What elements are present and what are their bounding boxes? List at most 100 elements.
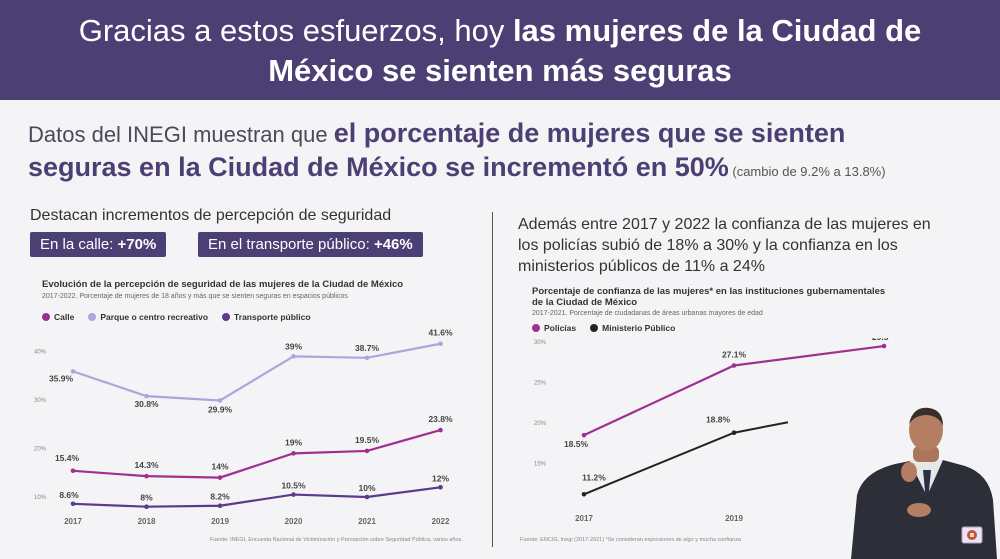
data-label: 38.7% [355, 343, 380, 353]
legend-marker [222, 313, 231, 321]
x-tick-label: 2017 [575, 514, 593, 523]
lead-part2-bold: seguras en la Ciudad de México se increm… [28, 152, 729, 182]
right-chart-source: Fuente: ENCIG, Inegi (2017-2021) *Se con… [520, 537, 742, 543]
lead-row-2: seguras en la Ciudad de México se increm… [28, 152, 886, 183]
data-point [364, 494, 370, 500]
data-point [144, 504, 149, 509]
series-line [72, 342, 441, 402]
y-tick-label: 10% [34, 495, 47, 501]
pill-transporte-label: En el transporte público: [208, 236, 374, 253]
data-point [581, 491, 587, 497]
data-label: 23.8% [428, 414, 453, 424]
data-label: 14.3% [134, 460, 159, 470]
y-tick-label: 20% [534, 421, 547, 427]
right-chart-title-line2: de la Ciudad de México [532, 297, 638, 308]
data-label: 18.5% [564, 439, 589, 449]
x-tick-label: 2021 [358, 517, 376, 526]
data-point [144, 393, 149, 399]
data-label: 19% [285, 437, 302, 447]
x-tick-label: 2019 [211, 517, 229, 526]
data-label: 10.5% [281, 481, 306, 491]
data-label: 30.8% [134, 399, 159, 409]
left-chart-legend: Calle Parque o centro recreativo Transport… [42, 312, 311, 322]
legend-marker [532, 324, 540, 332]
data-point [217, 398, 223, 403]
legend-item-1: Ministerio Público [590, 323, 675, 333]
left-line-chart: 10% 20% 30% 40% 2017 2018 2019 2020 2021 2022 15.4… [34, 328, 453, 526]
legend-label: Transporte público [234, 312, 311, 322]
data-point [217, 503, 223, 509]
data-label: 29.5% [872, 338, 890, 342]
right-chart-title-line1: Porcentaje de confianza de las mujeres* … [532, 286, 886, 297]
header-line1-light: Gracias a estos esfuerzos, hoy [78, 13, 513, 48]
section-divider [492, 212, 493, 547]
pill-transporte: En el transporte público: +46% [198, 232, 423, 257]
data-point [291, 354, 296, 359]
x-tick-label: 2018 [138, 517, 156, 526]
y-tick-label: 20% [34, 447, 47, 453]
data-point [731, 363, 737, 368]
y-tick-label: 30% [534, 340, 547, 346]
x-tick-label: 2020 [285, 517, 303, 526]
pill-calle-value: +70% [117, 236, 157, 253]
left-chart-subtitle: 2017-2022. Porcentaje de mujeres de 18 a… [42, 293, 348, 300]
legend-item-0: Calle [42, 312, 74, 322]
pill-calle: En la calle: +70% [30, 232, 167, 257]
data-point [581, 432, 587, 438]
data-point [70, 369, 76, 374]
data-point [144, 473, 149, 479]
legend-label: Policías [544, 323, 577, 333]
data-label: 14% [211, 462, 228, 472]
left-chart-title: Evolución de la percepción de seguridad … [42, 279, 404, 290]
legend-marker [590, 324, 599, 332]
data-label: 12% [432, 473, 449, 483]
right-statement: Además entre 2017 y 2022 la confianza de… [518, 216, 931, 275]
data-point [364, 448, 370, 454]
data-label: 8% [140, 493, 153, 503]
data-label: 11.2% [582, 472, 606, 482]
data-label: 29.9% [208, 404, 233, 414]
data-point [217, 475, 223, 480]
header-banner: Gracias a estos esfuerzos, hoy las mujer… [0, 0, 1000, 100]
series-line [583, 421, 789, 496]
right-chart-subtitle: 2017-2021. Porcentaje de ciudadanas de á… [532, 310, 763, 317]
lead-part1-bold: el porcentaje de mujeres que se sienten [333, 118, 846, 148]
data-label: 10% [358, 483, 375, 493]
legend-marker [88, 313, 97, 321]
data-label: 8.2% [210, 492, 230, 502]
pill-transporte-value: +46% [373, 236, 413, 253]
data-label: 27.1% [722, 349, 747, 359]
x-tick-label: 2019 [725, 514, 743, 523]
x-tick-label: 2017 [64, 517, 82, 526]
legend-label: Calle [54, 312, 75, 322]
data-label: 35.9% [49, 373, 74, 383]
legend-item-2: Transporte público [222, 312, 311, 322]
y-tick-label: 30% [34, 398, 47, 404]
legend-label: Parque o centro recreativo [100, 312, 209, 322]
data-point [881, 343, 887, 349]
x-tick-label: 2022 [432, 517, 450, 526]
data-point [438, 341, 443, 347]
lead-row-1: Datos del INEGI muestran que el porcenta… [28, 118, 845, 149]
y-tick-label: 15% [534, 462, 547, 468]
header-line-1: Gracias a estos esfuerzos, hoy las mujer… [0, 13, 1000, 49]
y-tick-label: 40% [34, 350, 47, 356]
header-line2-bold: México se sienten más seguras [268, 53, 732, 88]
pill-calle-label: En la calle: [40, 236, 118, 253]
left-heading: Destacan incrementos de percepción de se… [30, 207, 392, 224]
data-label: 39% [285, 341, 302, 351]
legend-item-1: Parque o centro recreativo [88, 312, 208, 322]
data-point [291, 492, 296, 497]
lead-part2-small: (cambio de 9.2% a 13.8%) [728, 164, 886, 179]
legend-label: Ministerio Público [602, 323, 676, 333]
legend-item-0: Policías [532, 323, 576, 333]
data-point [731, 430, 737, 436]
header-line-2: México se sienten más seguras [0, 53, 1000, 89]
data-point [291, 451, 296, 456]
data-point [70, 501, 76, 507]
data-label: 19.5% [355, 435, 380, 445]
government-logo-icon [961, 526, 983, 544]
data-point [70, 468, 76, 474]
left-chart-source: Fuente: INEGI, Encuesta Nacional de Vict… [210, 537, 463, 543]
y-tick-label: 25% [534, 381, 547, 387]
